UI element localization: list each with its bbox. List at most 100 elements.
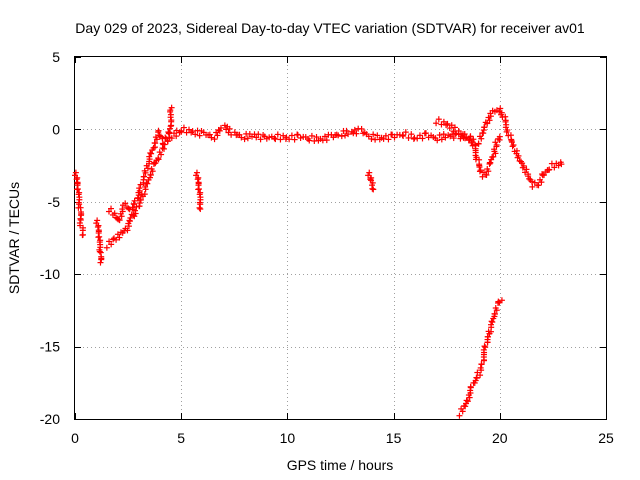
data-point [274,131,281,138]
data-point [488,324,495,331]
y-tick-label: -5 [48,194,61,210]
data-point [358,125,365,132]
data-point [195,186,202,193]
data-point [551,164,558,171]
data-point [196,204,203,211]
data-point [255,131,262,138]
data-point [288,132,295,139]
data-point [353,130,360,137]
data-point [510,142,517,149]
data-point [485,333,492,340]
data-point [365,133,372,140]
data-point [520,162,527,169]
data-point [493,141,500,148]
data-point [111,210,118,217]
data-point [535,182,542,189]
grid [75,57,606,419]
data-point [484,120,491,127]
data-point [94,217,101,224]
data-point [463,397,470,404]
data-point [485,168,492,175]
data-point [538,179,545,186]
data-point [370,131,377,138]
data-point [156,132,163,139]
data-point [125,205,132,212]
data-point [226,125,233,132]
data-point [462,403,469,410]
data-point [72,169,79,176]
data-point [481,349,488,356]
data-point [119,208,126,215]
chart-title: Day 029 of 2023, Sidereal Day-to-day VTE… [75,20,585,36]
data-point [96,233,103,240]
data-point [435,116,442,123]
data-point [385,136,392,143]
data-point [402,129,409,136]
data-point [481,124,488,131]
data-point [503,121,510,128]
data-point [414,135,421,142]
data-point [155,156,162,163]
y-tick-label: 0 [52,121,60,137]
y-axis-label: SDTVAR / TECUs [6,182,22,294]
data-point [496,133,503,140]
data-point [456,412,463,419]
data-point [477,167,484,174]
y-tick-label: 5 [52,49,60,65]
data-point [114,231,121,238]
data-point [313,134,320,141]
data-point [369,179,376,186]
data-point [144,180,151,187]
data-point [555,162,562,169]
data-point [478,135,485,142]
x-tick-label: 10 [280,430,296,446]
data-point [241,136,248,143]
x-tick-labels: 0 5 10 15 20 25 [71,430,614,446]
data-point [294,131,301,138]
data-point [192,131,199,138]
x-tick-label: 0 [71,430,79,446]
data-point [495,298,502,305]
data-point [493,307,500,314]
data-point [159,140,166,147]
data-point [148,150,155,157]
data-point [238,134,245,141]
data-point [469,138,476,145]
data-point [217,124,224,131]
axis-ticks [75,57,607,420]
data-point [525,171,532,178]
data-point [142,169,149,176]
data-point [216,127,223,134]
data-point [152,160,159,167]
data-point [228,131,235,138]
data-point [164,138,171,145]
data-point [498,109,505,116]
data-point [214,132,221,139]
data-point [158,151,165,158]
data-point [466,394,473,401]
data-point [440,131,447,138]
data-point [153,136,160,143]
data-point [529,183,536,190]
data-point [481,343,488,350]
data-point [97,241,104,248]
data-point [168,135,175,142]
data-point [436,132,443,139]
data-point [144,165,151,172]
data-point [136,187,143,194]
data-point [369,185,376,192]
data-point [271,135,278,142]
data-point [167,114,174,121]
data-point [513,147,520,154]
data-point [479,173,486,180]
data-point [80,224,87,231]
data-point [149,168,156,175]
data-point [155,127,162,134]
data-point [193,169,200,176]
data-point [451,124,458,131]
data-point [374,132,381,139]
y-tick-label: -15 [40,339,60,355]
data-point [438,136,445,143]
data-point [297,134,304,141]
